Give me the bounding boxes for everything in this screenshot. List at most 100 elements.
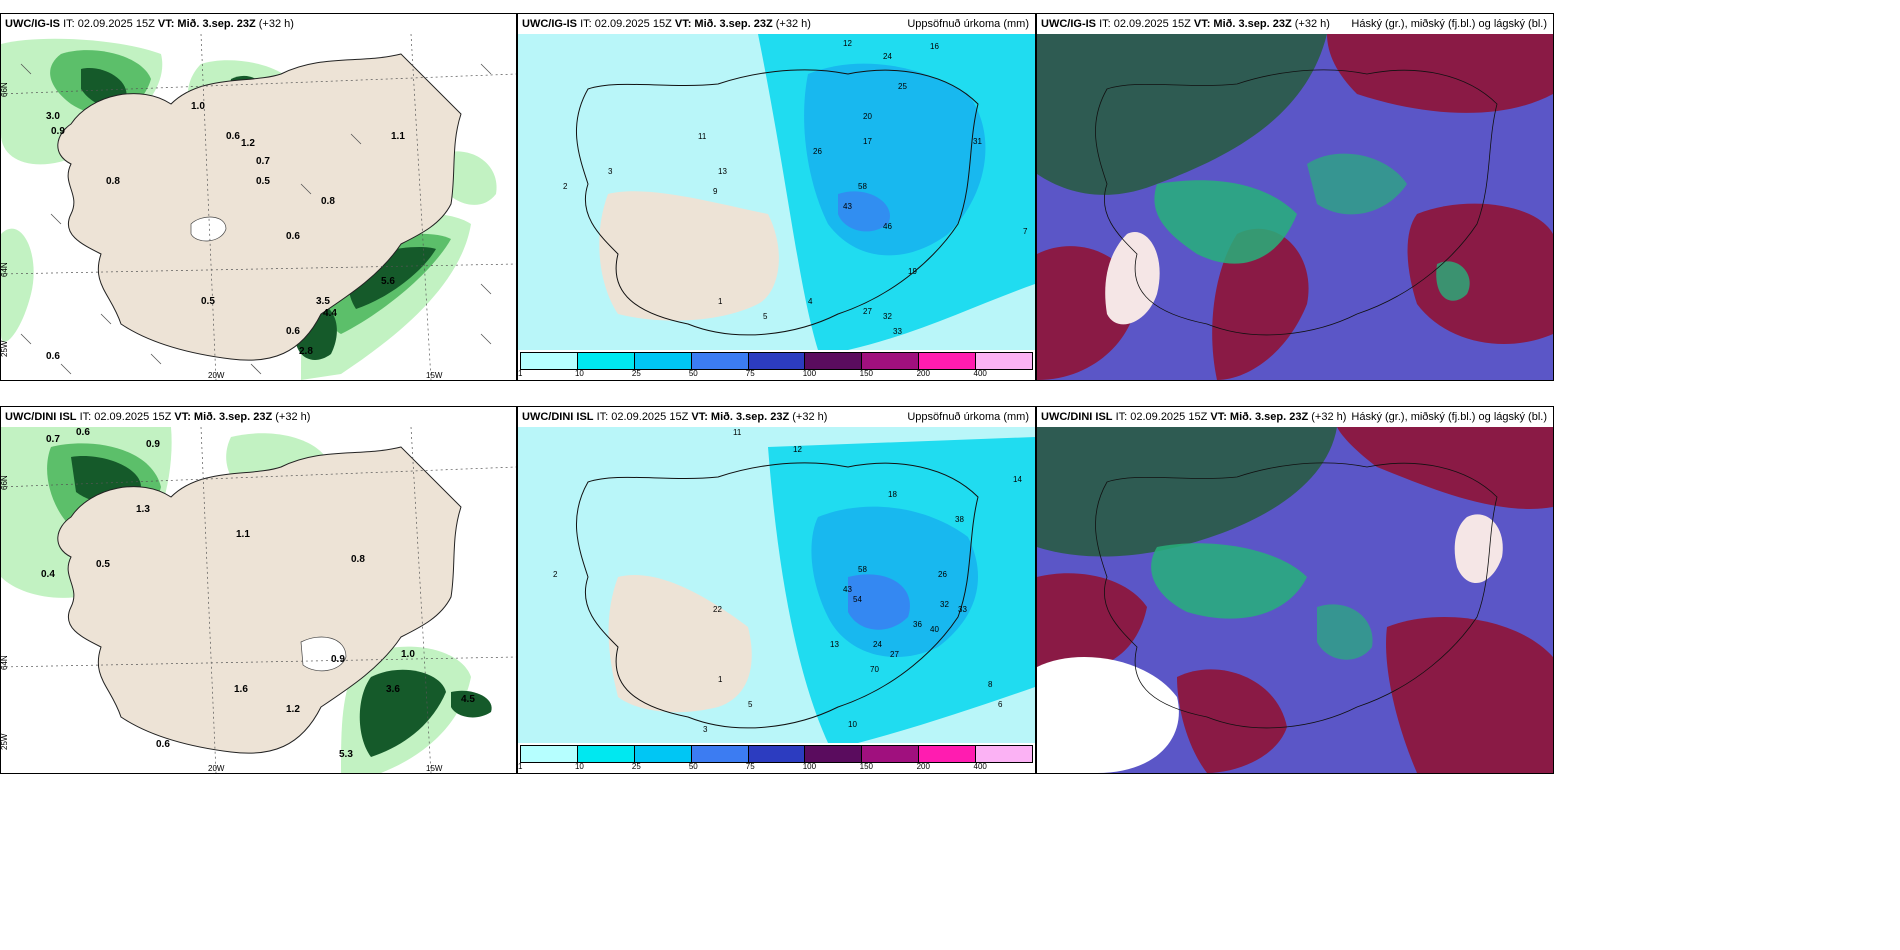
colorbar-tick: 25 <box>631 369 641 378</box>
colorbar-segment <box>691 353 749 369</box>
cloud-map <box>1037 427 1553 773</box>
svg-text:9: 9 <box>713 187 718 196</box>
svg-text:32: 32 <box>883 312 892 321</box>
svg-text:12: 12 <box>843 39 852 48</box>
svg-text:15W: 15W <box>426 371 443 380</box>
svg-text:1.6: 1.6 <box>234 684 248 695</box>
svg-text:25: 25 <box>898 82 907 91</box>
cloud-panel-row1: UWC/IG-IS IT: 02.09.2025 15Z VT: Mið. 3.… <box>1036 13 1554 381</box>
svg-text:32: 32 <box>940 600 949 609</box>
svg-text:66N: 66N <box>1 475 9 490</box>
svg-text:19: 19 <box>908 267 917 276</box>
panel-title: Uppsöfnuð úrkoma (mm) <box>907 18 1029 30</box>
colorbar-segment <box>805 746 863 762</box>
colorbar-segment <box>976 746 1033 762</box>
precip-labels: 0.7 0.6 0.9 1.1 0.5 0.8 1.3 1.0 1.2 3.6 … <box>41 427 475 760</box>
map-area[interactable] <box>1037 427 1553 773</box>
svg-text:70: 70 <box>870 665 879 674</box>
svg-text:13: 13 <box>718 167 727 176</box>
map-area[interactable]: 1.0 0.8 0.7 0.6 0.5 1.2 0.9 3.0 1.1 0.8 … <box>1 34 516 380</box>
svg-text:27: 27 <box>863 307 872 316</box>
map-area[interactable] <box>1037 34 1553 380</box>
colorbar-tick: 25 <box>631 762 641 771</box>
svg-text:27: 27 <box>890 650 899 659</box>
cloud-map <box>1037 34 1553 380</box>
svg-text:0.6: 0.6 <box>46 351 60 362</box>
svg-text:26: 26 <box>938 570 947 579</box>
svg-text:5.6: 5.6 <box>381 276 395 287</box>
colorbar-segment <box>805 353 863 369</box>
model-name: UWC/DINI ISL <box>5 411 77 423</box>
colorbar-segment <box>919 746 977 762</box>
svg-text:10: 10 <box>848 720 857 729</box>
svg-text:7: 7 <box>1023 227 1028 236</box>
svg-text:43: 43 <box>843 585 852 594</box>
cloud-panel-row2: UWC/DINI ISL IT: 02.09.2025 15Z VT: Mið.… <box>1036 406 1554 774</box>
accum-precip-map: 11 12 14 18 26 38 32 33 58 43 54 70 24 1… <box>518 427 1035 743</box>
colorbar-swatches <box>520 352 1033 370</box>
svg-text:1.0: 1.0 <box>191 101 205 112</box>
iceland-land <box>57 446 462 754</box>
svg-text:3.0: 3.0 <box>46 111 60 122</box>
colorbar-labels: 1 10 25 50 75 100 150 200 400 <box>518 369 1033 379</box>
colorbar-segment <box>919 353 977 369</box>
svg-text:5: 5 <box>748 700 753 709</box>
svg-text:0.7: 0.7 <box>256 156 270 167</box>
colorbar-segment <box>748 353 806 369</box>
svg-text:0.6: 0.6 <box>226 131 240 142</box>
valid-time: VT: Mið. 3.sep. 23Z <box>1210 411 1309 423</box>
svg-text:11: 11 <box>698 132 707 141</box>
wind-precip-panel-row2: UWC/DINI ISL IT: 02.09.2025 15Z VT: Mið.… <box>0 406 517 774</box>
accum-labels: 11 12 14 18 26 38 32 33 58 43 54 70 24 1… <box>553 428 1022 734</box>
colorbar: 1 10 25 50 75 100 150 200 400 <box>518 350 1035 380</box>
svg-text:4.4: 4.4 <box>323 308 337 319</box>
colorbar-tick: 150 <box>859 762 874 771</box>
panel-header: UWC/DINI ISL IT: 02.09.2025 15Z VT: Mið.… <box>518 407 1035 427</box>
svg-text:0.4: 0.4 <box>41 569 55 580</box>
svg-text:40: 40 <box>930 625 939 634</box>
lead-time: (+32 h) <box>275 411 311 423</box>
svg-text:33: 33 <box>958 605 967 614</box>
svg-text:58: 58 <box>858 182 867 191</box>
svg-text:3: 3 <box>608 167 613 176</box>
valid-time: VT: Mið. 3.sep. 23Z <box>174 411 273 423</box>
svg-text:2: 2 <box>563 182 568 191</box>
colorbar: 1 10 25 50 75 100 150 200 400 <box>518 743 1035 773</box>
svg-text:20W: 20W <box>208 371 225 380</box>
map-area[interactable]: 11 12 14 18 26 38 32 33 58 43 54 70 24 1… <box>518 427 1035 743</box>
model-name: UWC/DINI ISL <box>1041 411 1113 423</box>
colorbar-tick: 10 <box>574 762 584 771</box>
axis-labels: 66N 64N 25W 20W 15W <box>1 475 443 773</box>
svg-text:1.3: 1.3 <box>136 504 150 515</box>
colorbar-tick: 400 <box>973 369 987 378</box>
svg-text:24: 24 <box>873 640 882 649</box>
panel-header: UWC/IG-IS IT: 02.09.2025 15Z VT: Mið. 3.… <box>518 14 1035 34</box>
accum-precip-map: 12 24 16 25 20 31 17 26 43 46 58 32 33 2… <box>518 34 1035 350</box>
svg-text:1.0: 1.0 <box>401 649 415 660</box>
init-time: IT: 02.09.2025 15Z <box>580 18 672 30</box>
svg-text:17: 17 <box>863 137 872 146</box>
colorbar-segment <box>862 353 920 369</box>
colorbar-labels: 1 10 25 50 75 100 150 200 400 <box>518 762 1033 772</box>
colorbar-tick: 50 <box>688 369 698 378</box>
map-area[interactable]: 12 24 16 25 20 31 17 26 43 46 58 32 33 2… <box>518 34 1035 350</box>
svg-text:0.8: 0.8 <box>106 176 120 187</box>
colorbar-segment <box>862 746 920 762</box>
map-area[interactable]: 0.7 0.6 0.9 1.1 0.5 0.8 1.3 1.0 1.2 3.6 … <box>1 427 516 773</box>
lead-time: (+32 h) <box>792 411 828 423</box>
svg-text:13: 13 <box>830 640 839 649</box>
colorbar-tick: 200 <box>916 762 930 771</box>
colorbar-segment <box>691 746 749 762</box>
colorbar-tick: 200 <box>916 369 930 378</box>
precip-labels: 1.0 0.8 0.7 0.6 0.5 1.2 0.9 3.0 1.1 0.8 … <box>46 101 405 362</box>
valid-time: VT: Mið. 3.sep. 23Z <box>691 411 790 423</box>
svg-text:11: 11 <box>733 428 742 437</box>
model-name: UWC/IG-IS <box>522 18 577 30</box>
svg-text:0.5: 0.5 <box>201 296 215 307</box>
accum-precip-panel-row1: UWC/IG-IS IT: 02.09.2025 15Z VT: Mið. 3.… <box>517 13 1036 381</box>
svg-text:26: 26 <box>813 147 822 156</box>
svg-text:20: 20 <box>863 112 872 121</box>
svg-text:18: 18 <box>888 490 897 499</box>
svg-text:1.2: 1.2 <box>286 704 300 715</box>
svg-text:54: 54 <box>853 595 862 604</box>
